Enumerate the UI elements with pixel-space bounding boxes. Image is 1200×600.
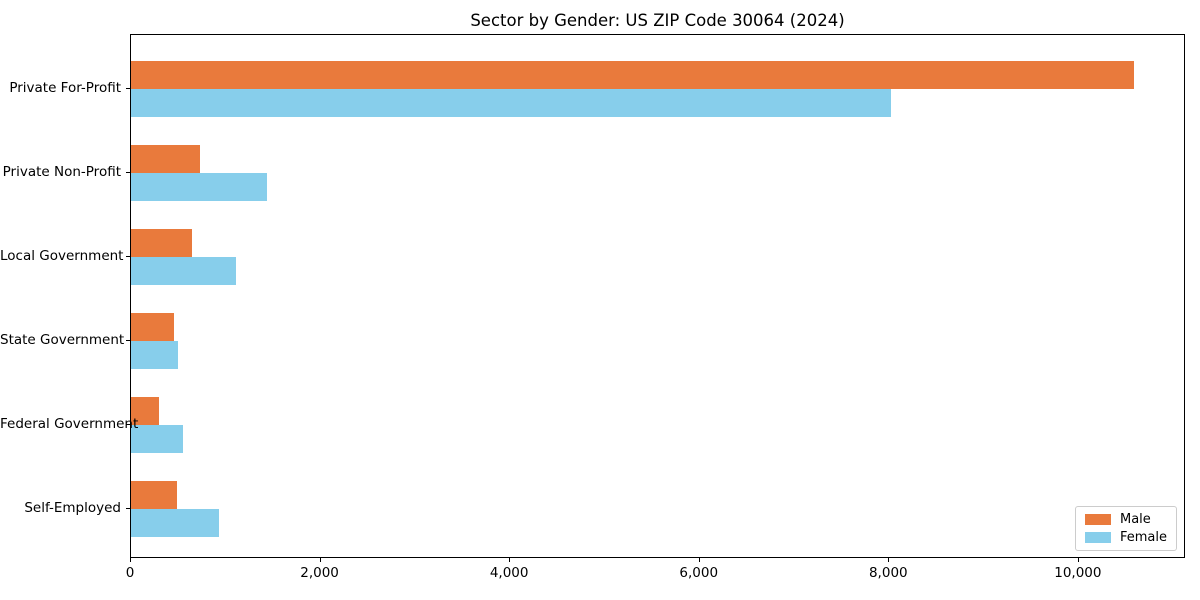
bar-male-4 bbox=[131, 313, 174, 341]
bar-female-6 bbox=[131, 509, 219, 537]
legend-row-female: Female bbox=[1084, 530, 1167, 545]
y-axis-tick bbox=[126, 256, 130, 257]
bar-male-2 bbox=[131, 145, 201, 173]
chart-title: Sector by Gender: US ZIP Code 30064 (202… bbox=[470, 11, 845, 30]
legend-label-female: Female bbox=[1119, 530, 1167, 545]
x-axis-tick bbox=[130, 558, 131, 562]
y-axis-label: State Government bbox=[0, 332, 125, 348]
y-axis-label: Private For-Profit bbox=[9, 80, 121, 96]
x-axis-label: 8,000 bbox=[868, 565, 908, 581]
y-axis-tick bbox=[126, 172, 130, 173]
x-axis-tick bbox=[319, 558, 321, 562]
y-axis-tick bbox=[126, 88, 130, 89]
x-axis-tick bbox=[698, 558, 700, 562]
legend: Male Female bbox=[1074, 506, 1177, 551]
x-axis-label: 4,000 bbox=[489, 565, 529, 581]
y-axis-tick bbox=[126, 508, 130, 509]
y-axis-label: Federal Government bbox=[0, 416, 139, 432]
y-axis-label: Self-Employed bbox=[24, 500, 121, 516]
x-axis-tick bbox=[509, 558, 511, 562]
y-axis-label: Local Government bbox=[0, 248, 124, 264]
x-axis-tick bbox=[1077, 558, 1079, 562]
x-axis-label: 0 bbox=[125, 565, 135, 581]
y-axis-label: Private Non-Profit bbox=[2, 164, 121, 180]
bar-female-5 bbox=[131, 425, 184, 453]
bar-male-5 bbox=[131, 397, 160, 425]
bar-female-1 bbox=[131, 89, 891, 117]
plot-area: Male Female bbox=[130, 34, 1185, 558]
x-axis-label: 6,000 bbox=[679, 565, 719, 581]
legend-row-male: Male bbox=[1084, 512, 1167, 527]
y-axis-tick bbox=[126, 340, 130, 341]
bar-female-2 bbox=[131, 173, 268, 201]
x-axis-label: 2,000 bbox=[300, 565, 339, 581]
bar-female-3 bbox=[131, 257, 237, 285]
bar-male-3 bbox=[131, 229, 193, 257]
legend-label-male: Male bbox=[1119, 512, 1151, 527]
bar-male-6 bbox=[131, 481, 178, 509]
bar-female-4 bbox=[131, 341, 179, 369]
legend-swatch-male-icon bbox=[1084, 514, 1111, 525]
x-axis-label: 10,000 bbox=[1054, 565, 1102, 581]
legend-swatch-female-icon bbox=[1084, 532, 1111, 543]
y-axis-tick bbox=[126, 424, 130, 425]
bar-male-1 bbox=[131, 61, 1134, 89]
x-axis-tick bbox=[888, 558, 890, 562]
